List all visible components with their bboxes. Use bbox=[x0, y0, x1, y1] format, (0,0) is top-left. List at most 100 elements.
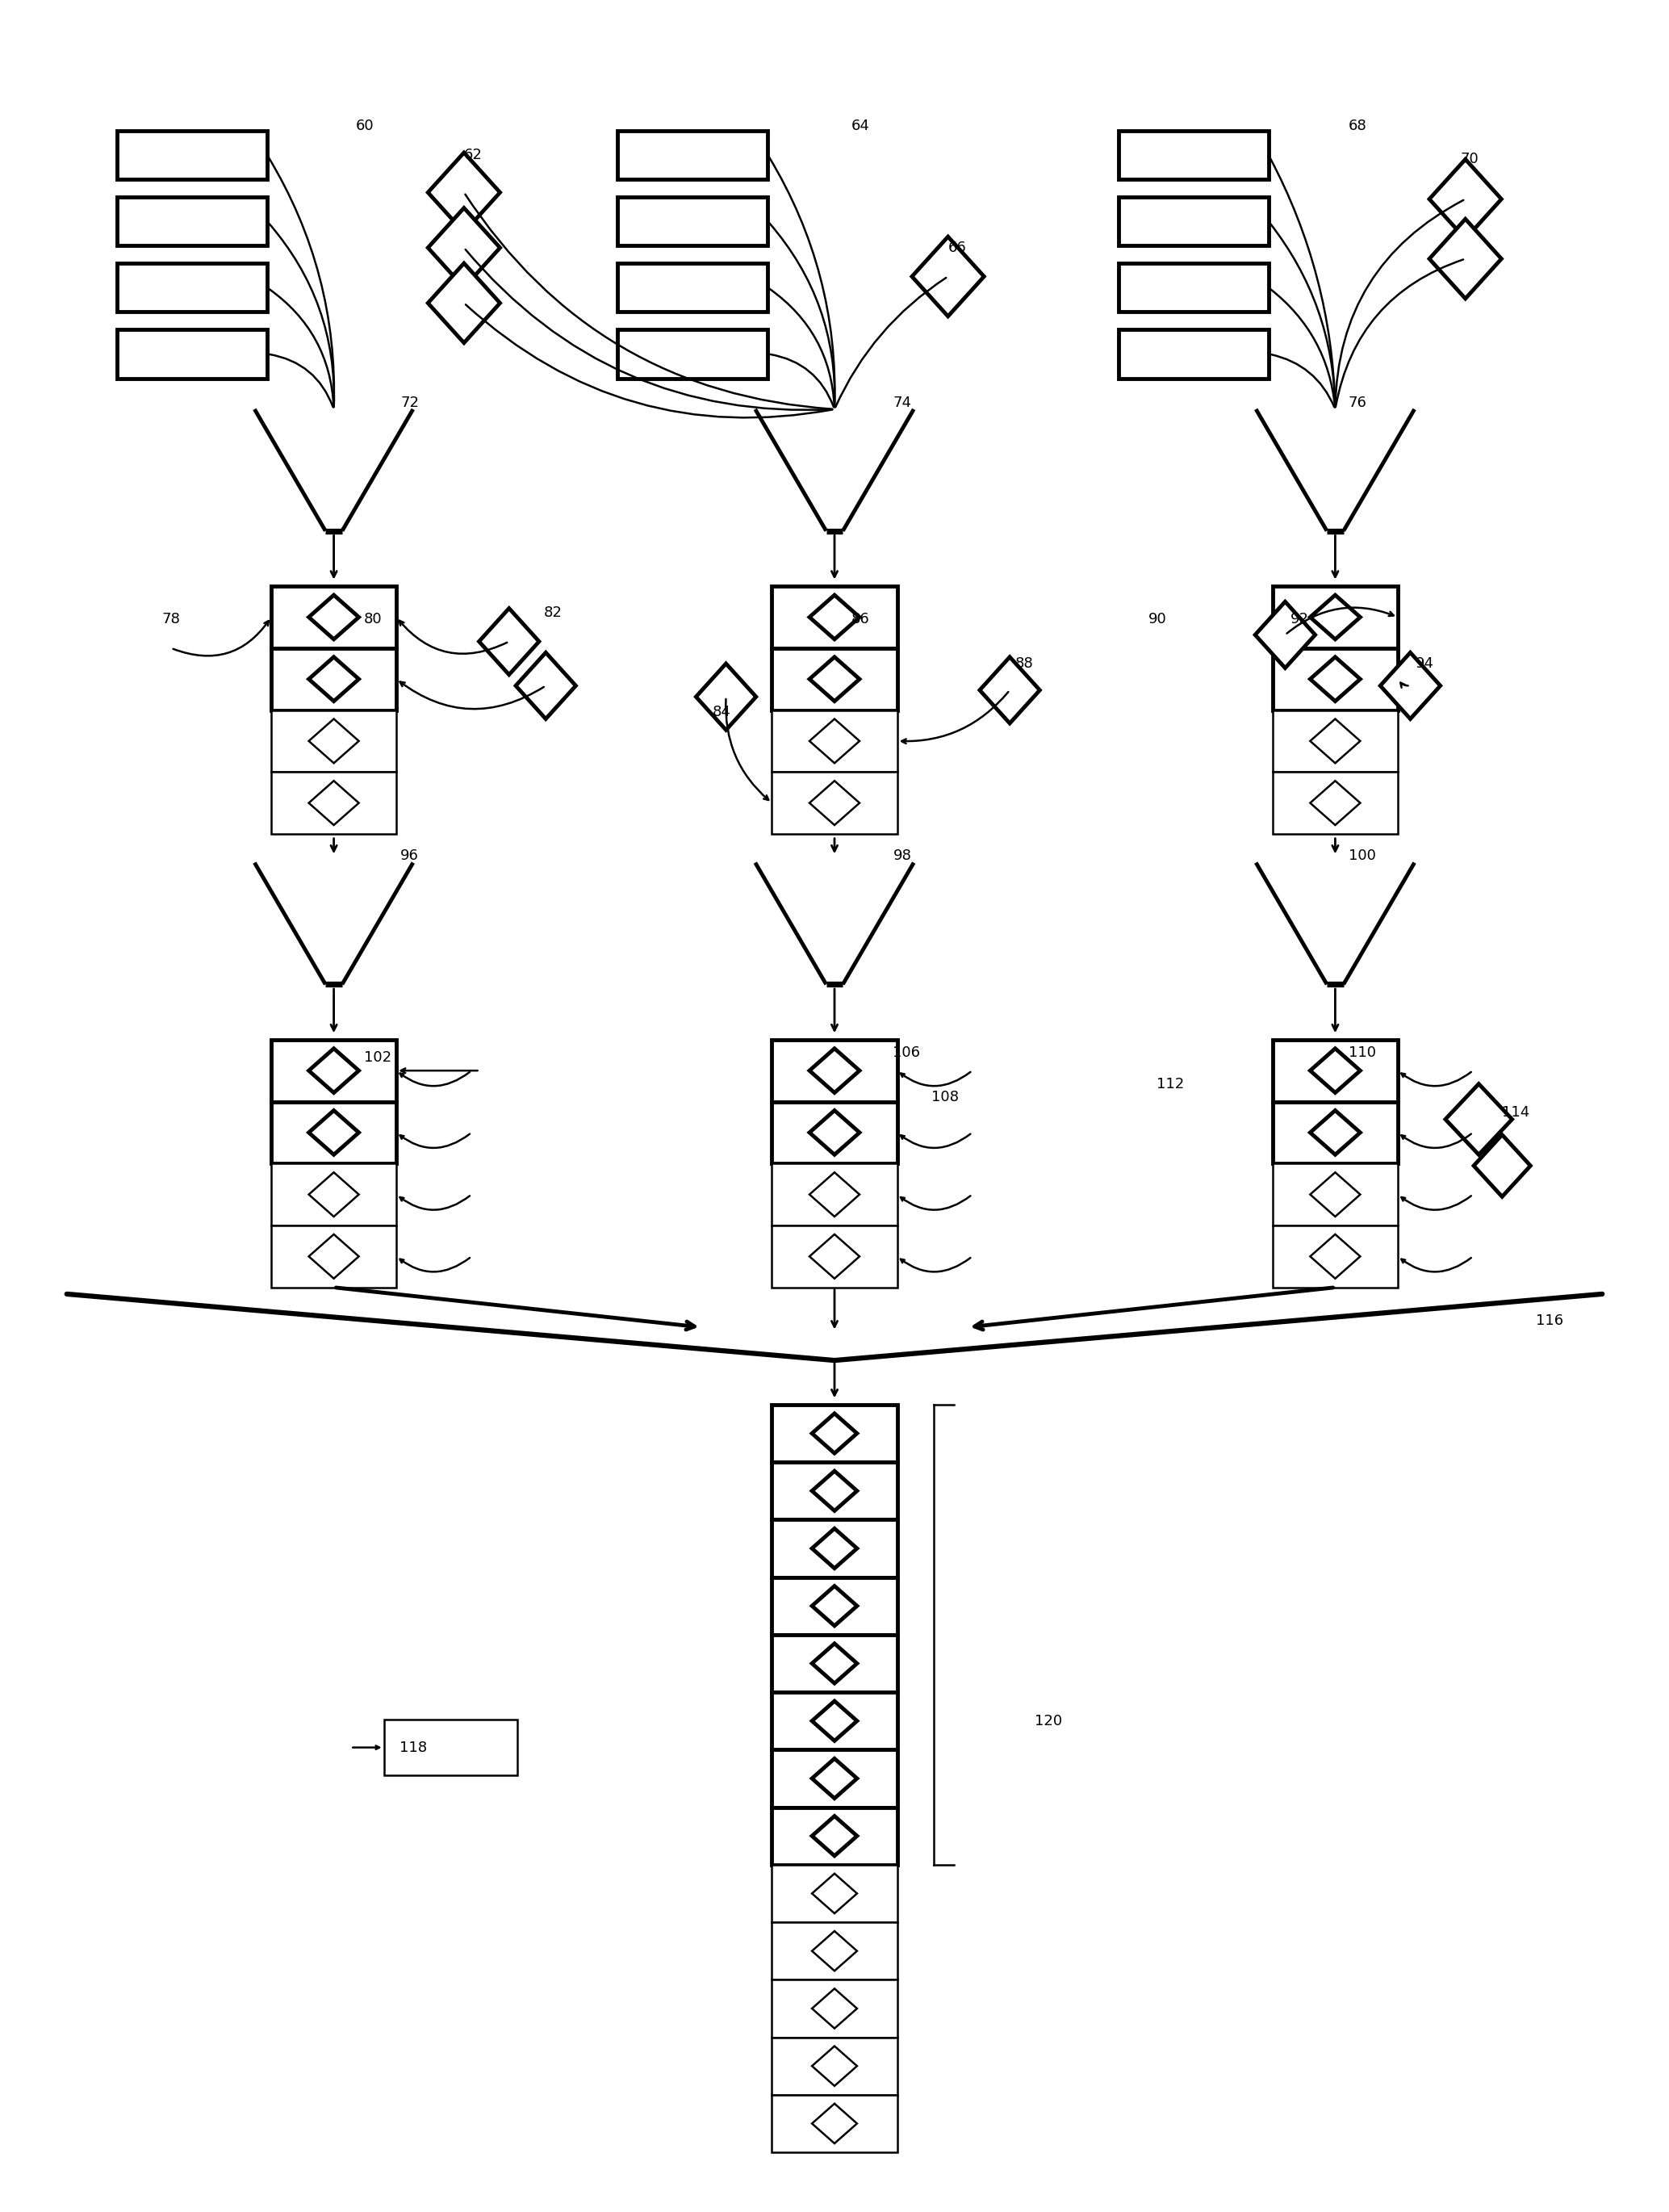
Text: 72: 72 bbox=[401, 396, 419, 409]
Polygon shape bbox=[1310, 657, 1360, 701]
Bar bbox=[771, 710, 898, 772]
Polygon shape bbox=[811, 2104, 858, 2143]
Bar bbox=[771, 1102, 898, 1164]
Polygon shape bbox=[811, 2046, 858, 2086]
Polygon shape bbox=[811, 1931, 858, 1971]
Text: 100: 100 bbox=[1349, 849, 1375, 863]
Text: 62: 62 bbox=[464, 148, 482, 161]
Bar bbox=[771, 1750, 898, 1807]
Text: 80: 80 bbox=[364, 613, 382, 626]
Bar bbox=[270, 772, 397, 834]
Bar bbox=[117, 263, 267, 312]
Bar bbox=[771, 1040, 898, 1102]
Bar bbox=[1273, 1164, 1399, 1225]
Polygon shape bbox=[809, 781, 860, 825]
Polygon shape bbox=[1310, 719, 1360, 763]
Bar bbox=[618, 131, 768, 179]
Bar bbox=[1273, 648, 1399, 710]
Polygon shape bbox=[1474, 1135, 1530, 1197]
Bar bbox=[771, 1865, 898, 1922]
Bar bbox=[117, 197, 267, 246]
Bar bbox=[771, 1980, 898, 2037]
Polygon shape bbox=[427, 208, 501, 288]
Bar bbox=[618, 263, 768, 312]
Text: 82: 82 bbox=[544, 606, 562, 619]
Bar bbox=[270, 1164, 397, 1225]
Text: 68: 68 bbox=[1349, 119, 1367, 133]
Polygon shape bbox=[1310, 1048, 1360, 1093]
Polygon shape bbox=[1310, 1110, 1360, 1155]
Polygon shape bbox=[309, 657, 359, 701]
Text: 74: 74 bbox=[893, 396, 911, 409]
Text: 96: 96 bbox=[401, 849, 419, 863]
Polygon shape bbox=[1429, 219, 1502, 299]
Bar bbox=[270, 1040, 397, 1102]
Polygon shape bbox=[811, 1471, 858, 1511]
Bar bbox=[771, 1807, 898, 1865]
Bar bbox=[1273, 772, 1399, 834]
Text: 86: 86 bbox=[851, 613, 870, 626]
Bar bbox=[1118, 131, 1268, 179]
Text: 78: 78 bbox=[162, 613, 180, 626]
Text: 94: 94 bbox=[1415, 657, 1434, 670]
Polygon shape bbox=[309, 1172, 359, 1217]
Bar bbox=[771, 2095, 898, 2152]
Text: 110: 110 bbox=[1349, 1046, 1375, 1060]
Polygon shape bbox=[1310, 595, 1360, 639]
Bar bbox=[771, 1225, 898, 1287]
Bar bbox=[270, 1225, 397, 1287]
Polygon shape bbox=[809, 1234, 860, 1279]
Polygon shape bbox=[696, 664, 756, 730]
Text: 84: 84 bbox=[713, 706, 731, 719]
Polygon shape bbox=[811, 1701, 858, 1741]
Bar bbox=[771, 1577, 898, 1635]
Bar bbox=[1118, 263, 1268, 312]
Polygon shape bbox=[309, 595, 359, 639]
Polygon shape bbox=[309, 781, 359, 825]
Text: 98: 98 bbox=[893, 849, 911, 863]
Polygon shape bbox=[1445, 1084, 1512, 1155]
Bar bbox=[1273, 710, 1399, 772]
Text: 66: 66 bbox=[948, 241, 966, 254]
Polygon shape bbox=[809, 1110, 860, 1155]
Bar bbox=[1273, 1102, 1399, 1164]
Polygon shape bbox=[811, 1989, 858, 2028]
Bar bbox=[270, 586, 397, 648]
Bar bbox=[1273, 1225, 1399, 1287]
Bar bbox=[618, 330, 768, 378]
Bar bbox=[771, 1462, 898, 1520]
Polygon shape bbox=[516, 653, 576, 719]
Polygon shape bbox=[427, 263, 501, 343]
Bar bbox=[117, 131, 267, 179]
Text: 90: 90 bbox=[1148, 613, 1167, 626]
Text: 108: 108 bbox=[931, 1091, 958, 1104]
Text: 102: 102 bbox=[364, 1051, 392, 1064]
Polygon shape bbox=[1429, 159, 1502, 239]
Polygon shape bbox=[309, 719, 359, 763]
Text: 118: 118 bbox=[399, 1741, 427, 1754]
Polygon shape bbox=[811, 1759, 858, 1798]
Text: 106: 106 bbox=[893, 1046, 920, 1060]
Text: 64: 64 bbox=[851, 119, 870, 133]
Polygon shape bbox=[1380, 653, 1440, 719]
Bar bbox=[1118, 330, 1268, 378]
Polygon shape bbox=[809, 657, 860, 701]
Bar bbox=[1273, 586, 1399, 648]
Text: 70: 70 bbox=[1460, 153, 1479, 166]
Bar bbox=[270, 648, 397, 710]
Polygon shape bbox=[1255, 602, 1315, 668]
Text: 116: 116 bbox=[1535, 1314, 1564, 1327]
Polygon shape bbox=[811, 1528, 858, 1568]
Polygon shape bbox=[811, 1816, 858, 1856]
Bar bbox=[1118, 197, 1268, 246]
Bar bbox=[771, 1635, 898, 1692]
Polygon shape bbox=[479, 608, 539, 675]
Polygon shape bbox=[809, 1048, 860, 1093]
Bar bbox=[771, 2037, 898, 2095]
Polygon shape bbox=[1310, 1234, 1360, 1279]
Bar bbox=[618, 197, 768, 246]
Bar bbox=[771, 648, 898, 710]
Bar bbox=[771, 1692, 898, 1750]
Polygon shape bbox=[309, 1110, 359, 1155]
Polygon shape bbox=[427, 153, 501, 232]
